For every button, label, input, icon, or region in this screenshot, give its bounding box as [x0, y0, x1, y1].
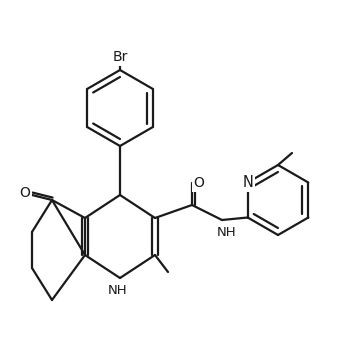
- Text: O: O: [194, 176, 205, 190]
- Text: N: N: [242, 175, 253, 190]
- Text: NH: NH: [217, 226, 237, 238]
- Text: Br: Br: [112, 50, 128, 64]
- Text: NH: NH: [108, 283, 128, 296]
- Text: O: O: [19, 186, 30, 200]
